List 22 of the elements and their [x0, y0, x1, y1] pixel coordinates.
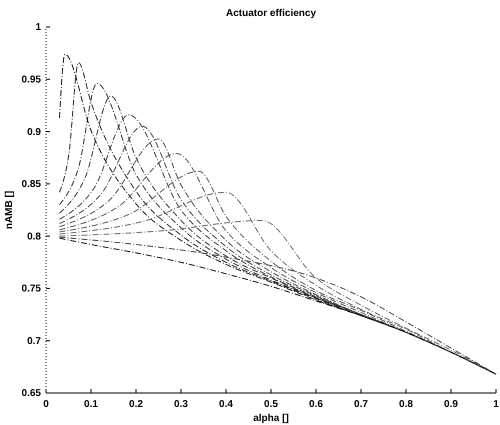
y-tick-label: 0.65 [22, 388, 42, 400]
x-tick-label: 0.7 [354, 399, 368, 410]
x-tick-label: 0.4 [219, 399, 234, 410]
y-tick-label: 0.95 [22, 74, 42, 86]
x-tick-label: 0.3 [174, 399, 188, 410]
y-tick-label: 0.85 [22, 179, 42, 190]
x-tick-label: 0.6 [309, 399, 324, 410]
y-tick-label: 0.8 [27, 231, 42, 242]
x-tick-label: 0.1 [84, 399, 98, 410]
x-tick-label: 0.5 [264, 399, 278, 410]
x-tick-label: 0.8 [399, 399, 414, 410]
x-tick-label: 0.9 [444, 399, 458, 410]
chart-title: Actuator efficiency [226, 8, 316, 19]
y-tick-label: 0.9 [27, 126, 42, 138]
x-tick-label: 0 [43, 399, 50, 410]
x-tick-label: 0.2 [129, 399, 144, 410]
y-axis-title: nAMB [] [4, 190, 15, 230]
x-tick-label: 1 [493, 399, 500, 410]
y-tick-label: 0.7 [27, 336, 42, 347]
y-tick-label: 0.75 [22, 284, 42, 295]
x-axis-title: alpha [] [253, 413, 289, 424]
y-tick-label: 1 [35, 22, 42, 34]
